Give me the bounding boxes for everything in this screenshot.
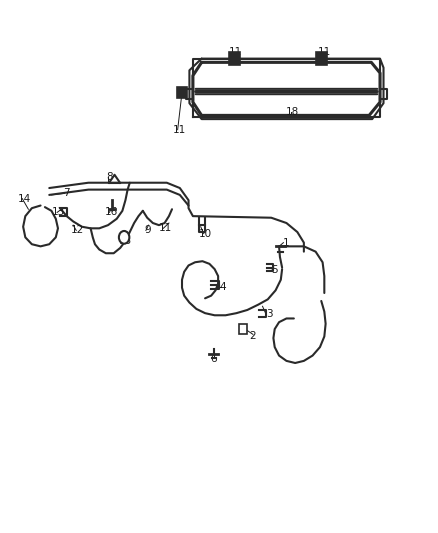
Text: 15: 15 (119, 236, 132, 246)
Text: 1: 1 (283, 238, 290, 248)
Text: 5: 5 (272, 265, 278, 275)
Bar (177, 87, 187, 99)
Text: 4: 4 (219, 281, 226, 292)
Text: 11: 11 (229, 47, 242, 56)
Text: 6: 6 (211, 354, 217, 364)
Text: 9: 9 (144, 225, 151, 236)
Bar (239, 324, 247, 334)
Text: 3: 3 (266, 309, 272, 319)
Text: 16: 16 (104, 207, 118, 217)
Bar (316, 52, 327, 65)
Text: 14: 14 (18, 193, 31, 204)
Text: 12: 12 (71, 225, 84, 236)
Text: 11: 11 (318, 47, 331, 56)
Text: 7: 7 (64, 188, 70, 198)
Text: 10: 10 (198, 229, 212, 239)
Text: 2: 2 (250, 332, 256, 342)
Text: 13: 13 (52, 207, 65, 217)
Text: 11: 11 (159, 223, 173, 233)
Bar (229, 52, 240, 65)
Text: 18: 18 (286, 107, 299, 117)
Text: 8: 8 (106, 172, 113, 182)
Circle shape (119, 231, 129, 244)
Text: 11: 11 (172, 125, 186, 135)
